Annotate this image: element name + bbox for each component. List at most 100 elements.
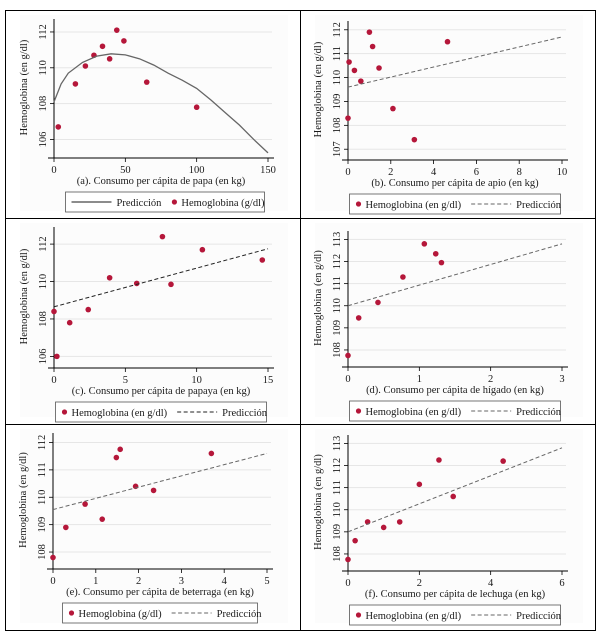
- y-axis-label: Hemoglobina (en g/dl): [313, 41, 324, 137]
- data-point: [51, 308, 57, 315]
- x-tick-label: 10: [557, 167, 568, 178]
- legend-marker-icon: [61, 409, 68, 415]
- y-tick-label: 108: [37, 544, 48, 560]
- legend-label-points: Hemoglobina (en g/dl): [72, 408, 168, 419]
- data-point: [50, 554, 56, 561]
- y-tick-label: 109: [332, 320, 343, 336]
- y-tick-label: 109: [37, 517, 48, 533]
- data-point: [400, 274, 406, 280]
- x-tick-label: 2: [417, 578, 422, 589]
- legend: Hemoglobina (en g/dl) Predicción: [55, 401, 268, 423]
- data-point: [432, 250, 439, 257]
- legend-label-fit: Predicción: [516, 407, 562, 418]
- panel-a-papa: 106 108 110 112 0 50 100 150 Hemoglobina (en g/d…: [19, 15, 288, 213]
- data-point: [106, 274, 113, 281]
- x-tick-label: 0: [50, 576, 55, 587]
- x-tick-label: 4: [431, 167, 437, 178]
- legend-box: [62, 602, 258, 624]
- x-tick-label: 0: [51, 375, 56, 386]
- panel-e-beterraga: 108 109 110 111 112 0 1 2 3 4 5 Hemoglobina (en g/d…: [18, 429, 288, 624]
- data-point: [444, 38, 451, 45]
- x-tick-label: 0: [345, 374, 350, 385]
- data-point: [66, 319, 73, 326]
- legend-box: [55, 401, 267, 423]
- legend-box: [349, 193, 561, 215]
- data-point: [450, 493, 457, 500]
- x-axis-label: (c). Consumo per cápita de papaya (en kg…: [72, 386, 251, 397]
- x-tick-label: 8: [517, 167, 522, 178]
- y-tick-label: 112: [332, 254, 343, 269]
- data-point: [345, 352, 351, 359]
- y-tick-label: 106: [38, 132, 49, 148]
- x-tick-label: 0: [345, 167, 350, 178]
- y-tick-label: 108: [332, 342, 343, 358]
- legend-box: [65, 191, 265, 213]
- y-axis-label: Hemoglobina (en g/dl): [313, 250, 324, 346]
- y-tick-label: 107: [332, 141, 343, 157]
- y-tick-label: 112: [38, 236, 49, 251]
- y-axis-label: Hemoglobina (en g/dl): [19, 248, 30, 344]
- x-axis-label: (a). Consumo per cápita de papa (en kg): [77, 176, 246, 187]
- x-axis-label: (b). Consumo per cápita de apio (en kg): [371, 178, 539, 189]
- y-tick-label: 111: [37, 462, 48, 477]
- y-tick-label: 113: [332, 232, 343, 247]
- x-tick-label: 0: [345, 578, 350, 589]
- y-tick-label: 110: [38, 274, 49, 289]
- legend-box: [349, 604, 561, 626]
- prediction-line: [347, 447, 563, 533]
- data-point: [72, 81, 79, 87]
- data-point: [113, 454, 120, 461]
- y-axis-label: Hemoglobina (en g/dl): [18, 452, 29, 548]
- x-tick-label: 5: [264, 576, 269, 587]
- x-tick-label: 4: [488, 578, 494, 589]
- y-tick-label: 110: [37, 490, 48, 505]
- legend: Predicción Hemoglobina (g/dl): [65, 191, 265, 213]
- data-point: [54, 353, 60, 360]
- data-point: [121, 38, 127, 44]
- y-tick-label: 109: [332, 524, 343, 540]
- x-tick-label: 2: [388, 167, 393, 178]
- legend: Hemoglobina (g/dl) Predicción: [62, 602, 262, 624]
- legend-label-points: Hemoglobina (g/dl): [79, 609, 163, 620]
- panel-f-lechuga: 108 109 110 111 112 113 0 2 4 6 Hemoglobina (en g/…: [313, 429, 583, 626]
- data-point: [411, 136, 418, 143]
- data-point: [63, 524, 69, 531]
- y-tick-label: 108: [38, 96, 49, 112]
- data-point: [390, 105, 396, 112]
- x-tick-label: 2: [488, 374, 493, 385]
- legend-marker-icon: [355, 408, 362, 414]
- y-tick-label: 111: [332, 480, 343, 495]
- row-divider-2: [5, 424, 596, 425]
- x-tick-label: 3: [179, 576, 184, 587]
- legend-marker-icon: [355, 201, 362, 207]
- panel-c-papaya: 106 108 110 112 0 5 10 15 Hemoglobina (en g/dl) (…: [19, 223, 288, 423]
- y-tick-label: 110: [38, 60, 49, 75]
- y-axis-label: Hemoglobina (en g/dl): [19, 39, 30, 135]
- x-tick-label: 10: [191, 375, 202, 386]
- x-tick-label: 1: [417, 374, 422, 385]
- data-point: [416, 481, 423, 488]
- x-axis-label: (d). Consumo per cápita de hígado (en kg…: [366, 385, 544, 396]
- legend-marker-icon: [68, 610, 75, 616]
- x-tick-label: 150: [260, 165, 276, 176]
- x-tick-label: 1: [93, 576, 98, 587]
- legend-label-points: Hemoglobina (g/dl): [181, 198, 265, 209]
- data-point: [117, 446, 123, 453]
- data-point: [113, 27, 120, 33]
- data-point: [199, 246, 206, 253]
- data-point: [82, 501, 88, 507]
- x-tick-label: 0: [51, 165, 56, 176]
- legend-label-points: Hemoglobina (en g/dl): [366, 200, 462, 211]
- legend-label-points: Hemoglobina (en g/dl): [366, 407, 462, 418]
- prediction-line: [347, 243, 563, 307]
- data-point: [351, 67, 358, 74]
- y-tick-label: 108: [38, 311, 49, 327]
- prediction-line: [53, 248, 269, 308]
- x-tick-label: 3: [559, 374, 564, 385]
- x-tick-label: 4: [222, 576, 228, 587]
- y-tick-label: 110: [332, 502, 343, 517]
- plot-background: [20, 15, 288, 211]
- data-point: [143, 79, 150, 85]
- y-tick-label: 108: [332, 117, 343, 133]
- data-point: [500, 458, 506, 464]
